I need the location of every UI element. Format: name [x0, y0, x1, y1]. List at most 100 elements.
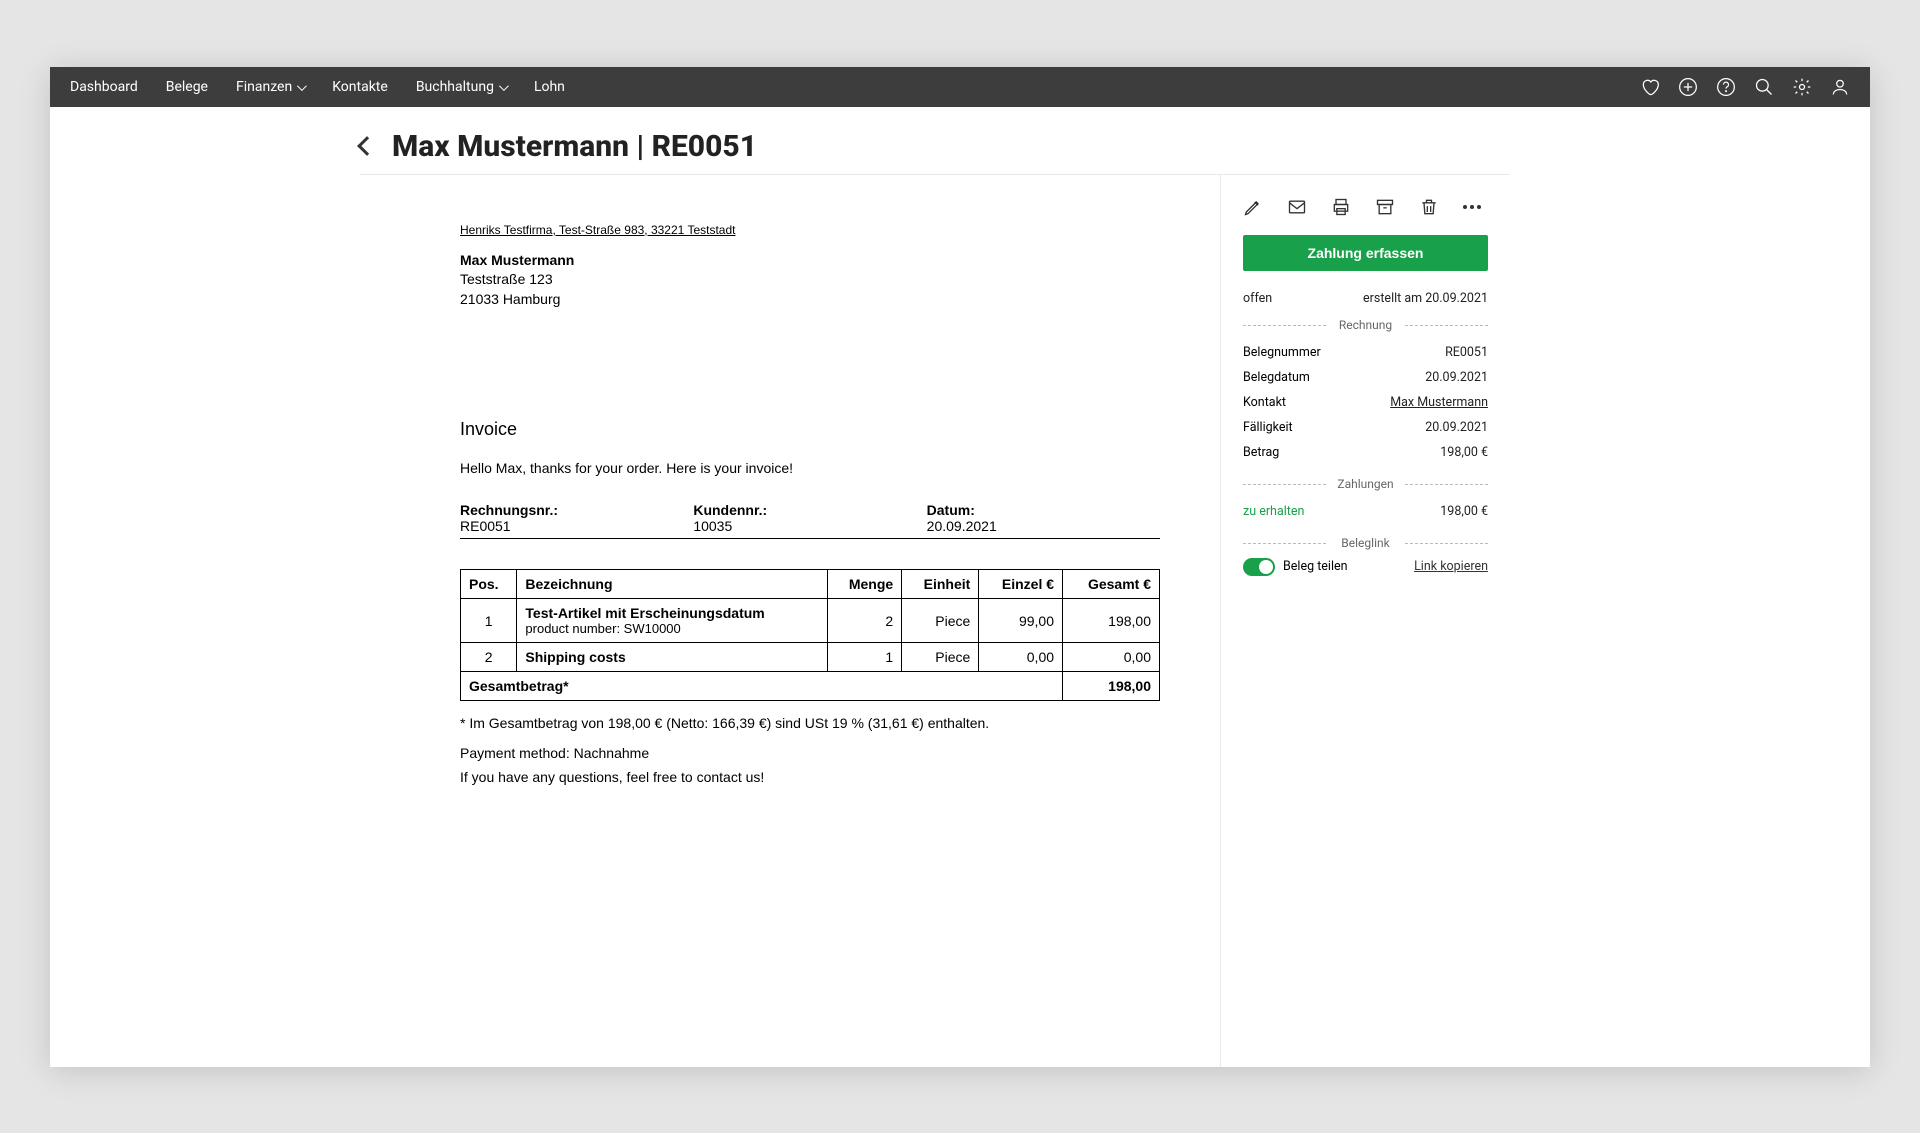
cell-name: Shipping costs [517, 643, 827, 672]
sidebar-actions [1243, 197, 1488, 217]
edit-icon[interactable] [1243, 197, 1263, 217]
invoice-meta: Rechnungsnr.: RE0051 Kundennr.: 10035 Da… [460, 502, 1160, 539]
kv-value: 20.09.2021 [1425, 420, 1488, 435]
invoice-intro: Hello Max, thanks for your order. Here i… [460, 460, 1160, 476]
user-icon[interactable] [1830, 77, 1850, 97]
app-window: Dashboard Belege Finanzen Kontakte Buchh… [50, 67, 1870, 1067]
copy-link[interactable]: Link kopieren [1414, 559, 1488, 574]
nav-label: Dashboard [70, 79, 138, 95]
kv-label: Fälligkeit [1243, 420, 1293, 435]
cell-gesamt: 198,00 [1063, 599, 1160, 643]
table-row: 2 Shipping costs 1 Piece 0,00 0,00 [461, 643, 1160, 672]
nav-left: Dashboard Belege Finanzen Kontakte Buchh… [70, 79, 565, 95]
nav-label: Kontakte [332, 79, 388, 95]
plus-circle-icon[interactable] [1678, 77, 1698, 97]
table-row: 1 Test-Artikel mit Erscheinungsdatumprod… [461, 599, 1160, 643]
nav-label: Belege [166, 79, 208, 95]
kv-value: 20.09.2021 [1425, 370, 1488, 385]
kv-belegnummer: Belegnummer RE0051 [1243, 340, 1488, 365]
back-button[interactable] [357, 136, 377, 156]
th-menge: Menge [827, 570, 901, 599]
help-icon[interactable] [1716, 77, 1736, 97]
th-bezeichnung: Bezeichnung [517, 570, 827, 599]
kv-value: RE0051 [1445, 345, 1488, 360]
invoice-title: Invoice [460, 419, 1160, 440]
nav-label: Finanzen [236, 79, 292, 95]
trash-icon[interactable] [1419, 197, 1439, 217]
nav-finanzen[interactable]: Finanzen [236, 79, 304, 95]
recipient-city: 21033 Hamburg [460, 290, 1160, 310]
share-row: Beleg teilen Link kopieren [1243, 558, 1488, 576]
cell-pos: 2 [461, 643, 517, 672]
cell-name: Test-Artikel mit Erscheinungsdatumproduc… [517, 599, 827, 643]
kv-value: 198,00 € [1440, 445, 1488, 460]
heart-icon[interactable] [1640, 77, 1660, 97]
document-row: Henriks Testfirma, Test-Straße 983, 3322… [360, 174, 1870, 1067]
th-gesamt: Gesamt € [1063, 570, 1160, 599]
top-navigation: Dashboard Belege Finanzen Kontakte Buchh… [50, 67, 1870, 107]
share-label: Beleg teilen [1283, 559, 1348, 574]
total-value: 198,00 [1063, 672, 1160, 701]
left-gutter [50, 107, 360, 1067]
nav-label: Lohn [534, 79, 565, 95]
th-pos: Pos. [461, 570, 517, 599]
meta-label: Datum: [927, 502, 1160, 518]
cell-menge: 1 [827, 643, 901, 672]
kv-value: 198,00 € [1440, 504, 1488, 519]
main-column: Max Mustermann | RE0051 Henriks Testfirm… [360, 107, 1870, 1067]
meta-value: 20.09.2021 [927, 518, 1160, 534]
cell-einheit: Piece [902, 599, 979, 643]
section-separator: Zahlungen [1243, 477, 1488, 491]
print-icon[interactable] [1331, 197, 1351, 217]
th-einzel: Einzel € [979, 570, 1063, 599]
page-header: Max Mustermann | RE0051 [360, 107, 1870, 174]
gear-icon[interactable] [1792, 77, 1812, 97]
meta-value: RE0051 [460, 518, 693, 534]
kv-zu-erhalten: zu erhalten 198,00 € [1243, 499, 1488, 524]
section-separator: Rechnung [1243, 318, 1488, 332]
nav-kontakte[interactable]: Kontakte [332, 79, 388, 95]
invoice-preview: Henriks Testfirma, Test-Straße 983, 3322… [360, 174, 1220, 1067]
nav-right [1640, 77, 1850, 97]
total-label: Gesamtbetrag* [461, 672, 979, 701]
kv-label: Belegdatum [1243, 370, 1310, 385]
cell-pos: 1 [461, 599, 517, 643]
nav-belege[interactable]: Belege [166, 79, 208, 95]
cell-einzel: 99,00 [979, 599, 1063, 643]
status-badge: offen [1243, 291, 1272, 306]
cell-einheit: Piece [902, 643, 979, 672]
page-title: Max Mustermann | RE0051 [392, 129, 757, 164]
more-icon[interactable] [1463, 205, 1481, 209]
content-area: Max Mustermann | RE0051 Henriks Testfirm… [50, 107, 1870, 1067]
kv-label: Betrag [1243, 445, 1279, 460]
search-icon[interactable] [1754, 77, 1774, 97]
share-toggle[interactable] [1243, 558, 1275, 576]
kv-kontakt: Kontakt Max Mustermann [1243, 390, 1488, 415]
meta-label: Kundennr.: [693, 502, 926, 518]
payment-method: Payment method: Nachnahme [460, 745, 1160, 761]
cell-menge: 2 [827, 599, 901, 643]
archive-icon[interactable] [1375, 197, 1395, 217]
created-date: erstellt am 20.09.2021 [1363, 291, 1488, 306]
cell-einzel: 0,00 [979, 643, 1063, 672]
recipient-street: Teststraße 123 [460, 270, 1160, 290]
nav-buchhaltung[interactable]: Buchhaltung [416, 79, 506, 95]
meta-value: 10035 [693, 518, 926, 534]
items-table: Pos. Bezeichnung Menge Einheit Einzel € … [460, 569, 1160, 701]
chevron-down-icon [499, 79, 506, 95]
detail-sidebar: Zahlung erfassen offen erstellt am 20.09… [1220, 174, 1510, 1067]
th-einheit: Einheit [902, 570, 979, 599]
item-subtitle: product number: SW10000 [525, 621, 818, 636]
record-payment-button[interactable]: Zahlung erfassen [1243, 235, 1488, 271]
nav-dashboard[interactable]: Dashboard [70, 79, 138, 95]
contact-link[interactable]: Max Mustermann [1390, 395, 1488, 410]
recipient-name: Max Mustermann [460, 251, 1160, 271]
questions-note: If you have any questions, feel free to … [460, 769, 1160, 785]
kv-faelligkeit: Fälligkeit 20.09.2021 [1243, 415, 1488, 440]
tax-note: * Im Gesamtbetrag von 198,00 € (Netto: 1… [460, 715, 1160, 731]
mail-icon[interactable] [1287, 197, 1307, 217]
nav-lohn[interactable]: Lohn [534, 79, 565, 95]
kv-belegdatum: Belegdatum 20.09.2021 [1243, 365, 1488, 390]
kv-label: Kontakt [1243, 395, 1286, 410]
meta-label: Rechnungsnr.: [460, 502, 693, 518]
